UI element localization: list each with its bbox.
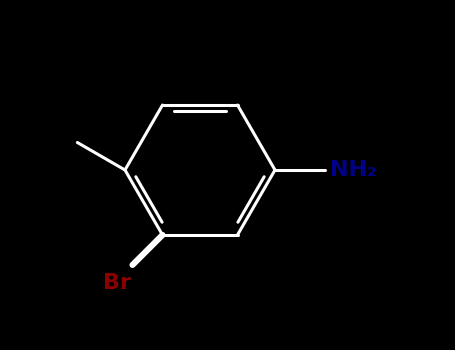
- Text: NH₂: NH₂: [330, 160, 377, 180]
- Text: Br: Br: [103, 273, 131, 293]
